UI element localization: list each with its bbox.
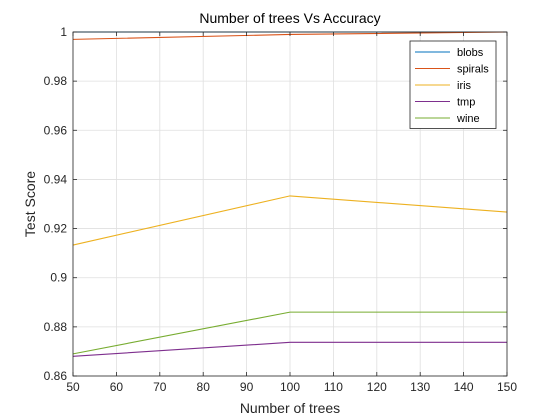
x-tick-label: 70 <box>153 380 167 394</box>
x-tick-label: 140 <box>454 380 474 394</box>
x-tick-label: 130 <box>410 380 430 394</box>
y-tick-label: 0.92 <box>44 222 68 236</box>
y-tick-label: 0.86 <box>44 369 68 383</box>
legend-label-iris: iris <box>457 80 472 92</box>
legend-label-wine: wine <box>456 113 480 125</box>
y-tick-label: 0.98 <box>44 74 68 88</box>
x-tick-label: 150 <box>497 380 517 394</box>
legend-label-spirals: spirals <box>457 64 489 76</box>
x-tick-label: 80 <box>197 380 211 394</box>
x-tick-label: 90 <box>240 380 254 394</box>
y-tick-label: 0.94 <box>44 172 68 186</box>
x-tick-label: 120 <box>367 380 387 394</box>
y-tick-label: 1 <box>60 25 67 39</box>
x-axis-label: Number of trees <box>240 400 340 416</box>
x-tick-label: 110 <box>324 380 343 394</box>
legend-label-blobs: blobs <box>457 47 484 59</box>
x-tick-label: 100 <box>280 380 300 394</box>
x-tick-label: 50 <box>66 380 80 394</box>
y-axis-label: Test Score <box>22 171 38 237</box>
chart-title: Number of trees Vs Accuracy <box>199 10 380 26</box>
legend-label-tmp: tmp <box>457 97 475 109</box>
legend: blobs spirals iris tmp wine <box>410 41 496 129</box>
y-tick-label: 0.88 <box>44 320 68 334</box>
x-tick-label: 60 <box>110 380 124 394</box>
y-tick-label: 0.96 <box>44 123 68 137</box>
y-tick-label: 0.9 <box>50 271 67 285</box>
